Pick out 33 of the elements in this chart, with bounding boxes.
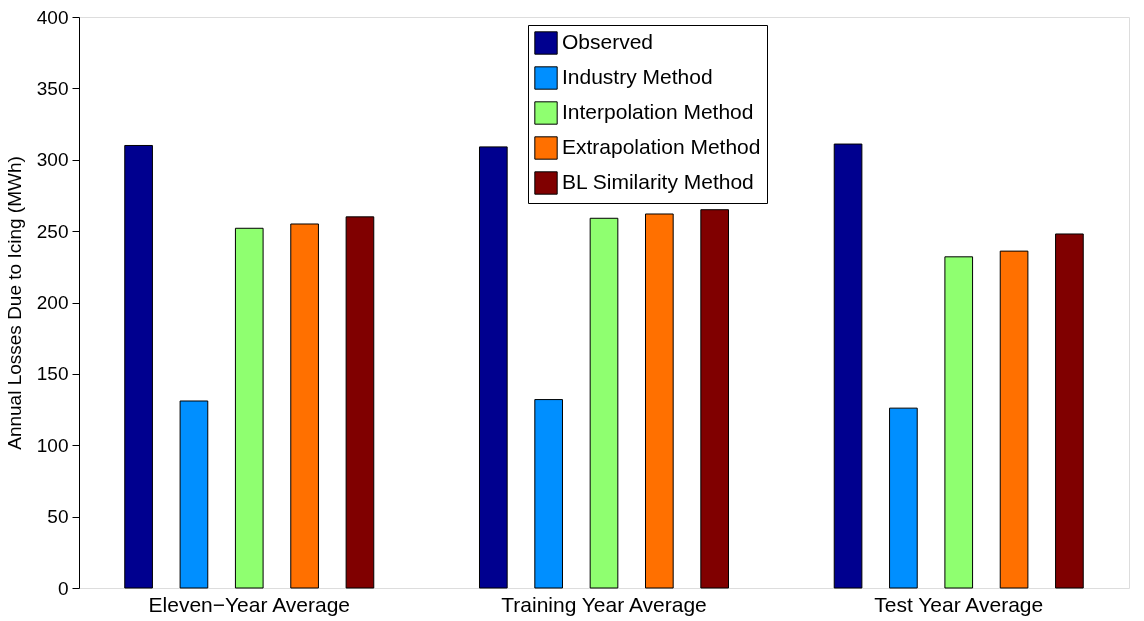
bar [589, 217, 619, 589]
legend-label: Extrapolation Method [562, 135, 761, 158]
bar [889, 407, 918, 589]
legend-label: Observed [562, 30, 654, 53]
bar [534, 399, 563, 589]
bar [700, 209, 730, 589]
x-tick-label: Test Year Average [874, 592, 1044, 616]
bar [179, 400, 209, 589]
bar [345, 216, 375, 589]
x-tick-label: Training Year Average [501, 592, 707, 616]
legend-label: Industry Method [562, 65, 713, 88]
bar [645, 213, 674, 589]
bar [478, 146, 508, 589]
bar [999, 250, 1029, 589]
y-tick-label: 250 [36, 220, 69, 242]
bar [1055, 233, 1084, 589]
bar [124, 144, 153, 589]
y-tick-label: 100 [36, 434, 69, 456]
bar [290, 223, 319, 589]
y-tick-label: 150 [36, 363, 69, 385]
y-tick-label: 0 [57, 577, 69, 599]
legend-label: BL Similarity Method [562, 170, 754, 193]
y-tick-label: 200 [36, 292, 69, 313]
bar [833, 143, 863, 589]
x-tick-label: Eleven−Year Average [148, 592, 350, 616]
y-tick-label: 400 [36, 6, 69, 28]
y-axis-title: Annual Losses Due to Icing (MWh) [3, 156, 25, 450]
y-tick-label: 300 [36, 149, 69, 171]
bar [944, 256, 974, 589]
y-tick-label: 350 [36, 77, 69, 99]
y-tick-label: 50 [47, 506, 69, 528]
bar [234, 227, 264, 589]
legend-label: Interpolation Method [562, 100, 754, 123]
